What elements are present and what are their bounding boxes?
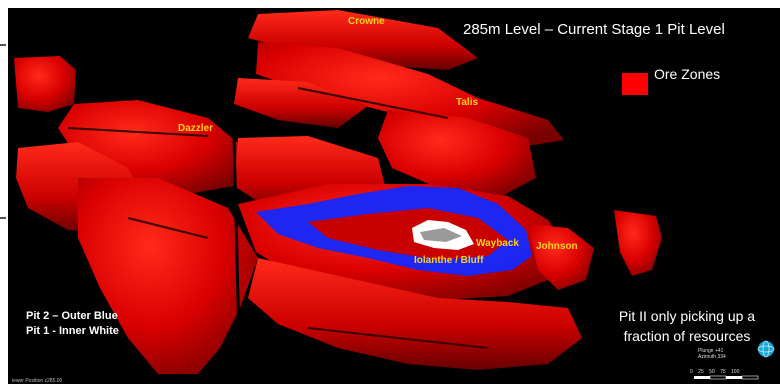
orientation-readout: Plunge +41 Azimuth 334 <box>698 348 726 360</box>
globe-icon <box>757 340 775 358</box>
ore-body <box>14 56 76 112</box>
ore-body <box>614 210 662 276</box>
zone-label-crowne: Crowne <box>348 16 385 27</box>
plunge-readout: Plunge +41 <box>698 348 724 354</box>
pit-2-label: Pit 2 – Outer Blue <box>26 310 118 322</box>
ore-body <box>58 100 244 194</box>
zone-label-dazzler: Dazzler <box>178 123 214 134</box>
resource-note: Pit II only picking up a fraction of res… <box>592 306 780 346</box>
scale-bar <box>694 375 759 380</box>
ore-legend-label: Ore Zones <box>654 66 721 82</box>
ore-body <box>256 42 564 146</box>
resource-note-line2: fraction of resources <box>623 328 751 344</box>
left-margin-strip <box>0 0 8 384</box>
3d-viewport[interactable]: 285m Level – Current Stage 1 Pit Level O… <box>8 8 780 384</box>
azimuth-readout: Azimuth 334 <box>698 354 726 360</box>
zone-label-wayback: Wayback <box>476 238 519 249</box>
ore-body <box>378 110 536 198</box>
resource-note-line1: Pit II only picking up a <box>618 308 756 324</box>
zone-label-talis: Talis <box>456 97 479 108</box>
ore-body <box>528 224 594 290</box>
ore-body <box>234 78 368 128</box>
zone-label-iolanthe-bluff: Iolanthe / Bluff <box>414 255 484 266</box>
ore-body <box>248 10 478 70</box>
scale-bar-labels: 0 25 50 75 100 <box>690 369 740 375</box>
zone-label-johnson: Johnson <box>536 241 578 252</box>
viewer-position-readout: iewer Position z285.00 <box>12 378 63 384</box>
ore-body <box>78 178 258 374</box>
margin-tick <box>0 217 6 219</box>
ore-body <box>248 258 582 370</box>
ore-legend-swatch <box>622 73 648 95</box>
view-title: 285m Level – Current Stage 1 Pit Level <box>463 21 725 38</box>
pit-legend: Pit 2 – Outer Blue Pit 1 - Inner White <box>26 309 119 339</box>
ore-body-model <box>14 10 775 381</box>
margin-tick <box>0 44 6 46</box>
pit-1-label: Pit 1 - Inner White <box>26 325 119 337</box>
